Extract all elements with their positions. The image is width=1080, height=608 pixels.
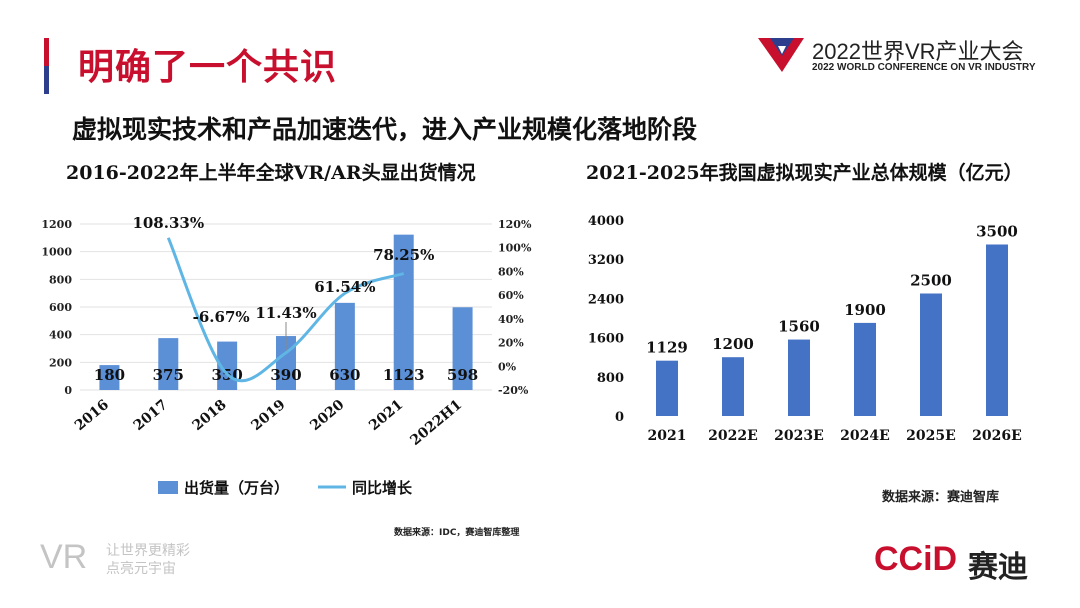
title-accent-bar-blue [44, 66, 49, 94]
chart1-y-right-tick: 60% [498, 289, 524, 302]
conference-name-en: 2022 WORLD CONFERENCE ON VR INDUSTRY [812, 62, 1036, 73]
chart1-y-left-tick: 200 [49, 356, 72, 369]
chart1-legend-bar-label: 出货量（万台） [184, 479, 289, 497]
chart2-bar [788, 339, 810, 416]
conference-name-cn: 2022世界VR产业大会 [812, 39, 1024, 64]
chart2-x-tick: 2025E [906, 428, 956, 444]
chart2-y-tick: 800 [597, 371, 624, 386]
chart2-bar-label: 1900 [844, 301, 886, 319]
chart1-y-right-tick: 80% [498, 265, 524, 278]
chart1-line-label: -6.67% [193, 308, 250, 326]
chart1-y-right-tick: 120% [498, 218, 532, 231]
chart1-y-left-tick: 600 [49, 301, 72, 314]
chart2-y-tick: 3200 [588, 253, 624, 268]
chart1-growth-line [166, 237, 405, 383]
page-subtitle: 虚拟现实技术和产品加速迭代，进入产业规模化落地阶段 [72, 115, 698, 144]
chart1-bar-label: 390 [270, 366, 301, 384]
chart2-x-tick: 2023E [774, 428, 824, 444]
chart2-y-tick: 0 [615, 410, 624, 425]
chart1-line-label: 11.43% [255, 304, 316, 322]
vr-slogan-line2: 点亮元宇宙 [106, 561, 176, 577]
vr-watermark-logo: VR [40, 538, 88, 576]
chart1-x-tick: 2016 [72, 397, 112, 434]
chart1-source: 数据来源：IDC，赛迪智库整理 [394, 528, 520, 538]
chart1-y-right-tick: 0% [498, 360, 517, 373]
chart1-bar-label: 1123 [383, 366, 425, 384]
chart2-x-tick: 2022E [708, 428, 758, 444]
ccid-logo-cn: 赛迪 [968, 550, 1028, 585]
vr-slogan-line1: 让世界更精彩 [106, 543, 190, 559]
chart1-y-right-tick: 20% [498, 337, 524, 350]
chart2-bar [722, 357, 744, 416]
chart1-y-right-tick: -20% [498, 384, 529, 397]
chart2-bar [854, 322, 876, 416]
chart1-legend-bar-swatch [158, 481, 178, 494]
chart1-bar [158, 338, 179, 390]
chart2-bar-label: 1200 [712, 335, 754, 353]
chart1-y-right-tick: 100% [498, 242, 532, 255]
chart1-y-left-tick: 800 [49, 273, 72, 286]
chart2-y-tick: 2400 [588, 292, 624, 307]
chart1-bar [334, 302, 355, 390]
chart2-y-tick: 4000 [588, 214, 624, 229]
chart1-y-left-tick: 1200 [41, 218, 72, 231]
chart1-x-tick: 2019 [248, 397, 288, 434]
chart1-line-label: 108.33% [132, 214, 204, 232]
chart1-y-left-tick: 1000 [41, 246, 72, 259]
chart1-line-label: 61.54% [314, 278, 375, 296]
chart1-title: 2016-2022年上半年全球VR/AR头显出货情况 [66, 162, 476, 184]
chart2-source: 数据来源：赛迪智库 [882, 490, 1000, 505]
chart1-bar-label: 630 [329, 366, 360, 384]
chart1-x-tick: 2018 [190, 397, 230, 434]
chart1-y-left-tick: 400 [49, 329, 72, 342]
chart1-x-tick: 2021 [366, 397, 406, 434]
chart2-bar-label: 3500 [976, 223, 1018, 241]
chart1-line-label: 78.25% [373, 246, 434, 264]
chart2-x-tick: 2021 [648, 428, 687, 444]
chart1-bar-label: 180 [94, 366, 125, 384]
chart2-title: 2021-2025年我国虚拟现实产业总体规模（亿元） [586, 162, 1023, 184]
shipment-combo-chart: 0 200 400 600 800 1000 1200 -20% 0% 20% 40% 60% 80% 1… [41, 214, 532, 497]
chart1-legend-line-label: 同比增长 [352, 479, 413, 497]
chart2-bar [920, 293, 942, 416]
chart2-x-tick: 2024E [840, 428, 890, 444]
chart2-bar [986, 244, 1008, 416]
chart2-bar [656, 360, 678, 416]
chart1-y-left-tick: 0 [64, 384, 72, 397]
industry-scale-bar-chart: 0 800 1600 2400 3200 4000 1129 1200 1560 1900 2500… [588, 214, 1022, 444]
chart2-bar-label: 1560 [778, 318, 820, 336]
chart2-x-tick: 2026E [972, 428, 1022, 444]
chart1-bar [99, 365, 120, 390]
chart1-bar-label: 598 [447, 366, 478, 384]
chart1-x-tick: 2017 [131, 397, 171, 434]
chart2-bar-label: 1129 [646, 339, 688, 357]
chart2-bar-label: 2500 [910, 272, 952, 290]
chart1-x-tick: 2022H1 [407, 397, 465, 449]
page-title: 明确了一个共识 [78, 47, 338, 88]
chart1-bar [452, 307, 473, 390]
ccid-logo: CCiD [874, 540, 958, 578]
chart2-y-tick: 1600 [588, 332, 624, 347]
conference-logo-icon [758, 38, 804, 72]
chart1-x-tick: 2020 [307, 397, 347, 434]
chart1-bar-label: 375 [153, 366, 184, 384]
chart1-y-right-tick: 40% [498, 313, 524, 326]
